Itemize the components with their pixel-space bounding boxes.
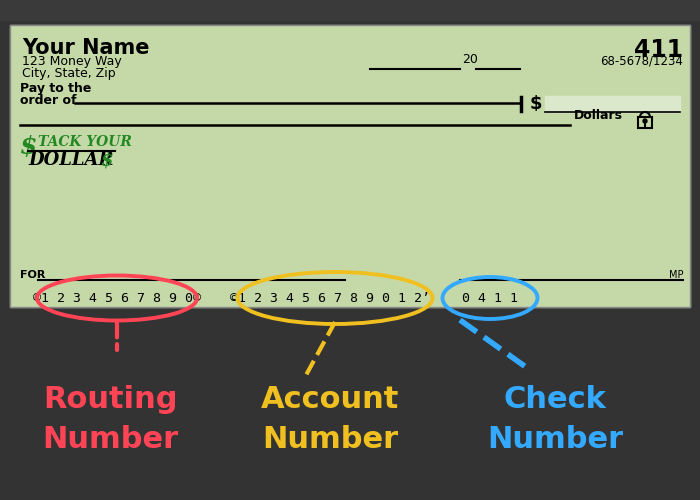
Text: Your Name: Your Name [22, 38, 150, 58]
Text: 411: 411 [634, 38, 683, 62]
Text: MP: MP [668, 270, 683, 280]
Text: Number: Number [262, 425, 398, 454]
Bar [0, 0, 700, 20]
Text: Routing: Routing [43, 385, 177, 414]
Circle shape [643, 119, 647, 123]
Bar [545, 96, 680, 112]
Text: Account: Account [261, 385, 399, 414]
Text: 20: 20 [462, 53, 478, 66]
Bar [10, 25, 690, 307]
Bar [638, 117, 652, 128]
Text: 68-5678/1234: 68-5678/1234 [600, 55, 683, 68]
Text: TACK YOUR: TACK YOUR [38, 135, 132, 149]
Text: $: $ [100, 151, 113, 169]
Text: ©1 2 3 4 5 6 7 8 9 0 1 2’: ©1 2 3 4 5 6 7 8 9 0 1 2’ [230, 292, 430, 304]
Text: 123 Money Way: 123 Money Way [22, 55, 122, 68]
Bar [10, 25, 690, 307]
Text: City, State, Zip: City, State, Zip [22, 67, 116, 80]
Text: Number: Number [487, 425, 623, 454]
Text: Check: Check [503, 385, 606, 414]
Text: $: $ [20, 135, 37, 159]
Text: FOR: FOR [20, 270, 46, 280]
Text: $: $ [530, 95, 542, 113]
Text: Dollars: Dollars [574, 109, 623, 122]
Text: 0 4 1 1: 0 4 1 1 [462, 292, 518, 304]
Text: DOLLAR: DOLLAR [28, 151, 113, 169]
Text: Pay to the: Pay to the [20, 82, 92, 95]
Text: Number: Number [42, 425, 178, 454]
Text: ©1 2 3 4 5 6 7 8 9 0©: ©1 2 3 4 5 6 7 8 9 0© [33, 292, 201, 304]
Text: order of: order of [20, 94, 76, 107]
